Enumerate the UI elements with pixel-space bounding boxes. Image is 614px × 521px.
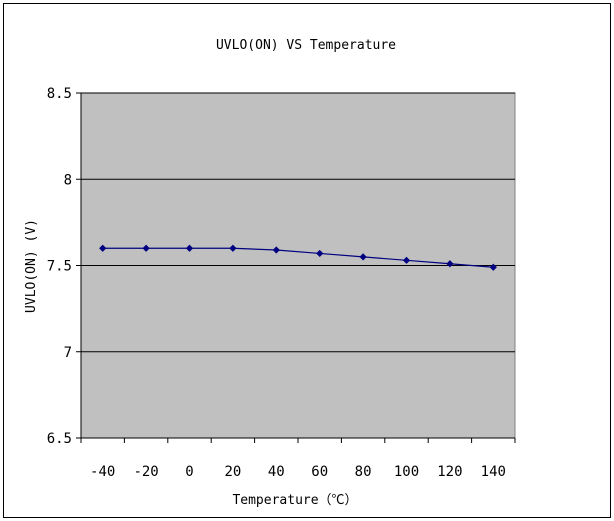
axes	[76, 92, 516, 443]
x-tick-labels: -40 -20 0 20 40 60 80 100 120 140	[90, 464, 506, 480]
x-tick-label: 100	[394, 464, 419, 480]
y-tick-label: 7	[64, 345, 72, 361]
data-point-diamond-icon	[99, 244, 107, 252]
chart-title: UVLO(ON) VS Temperature	[216, 38, 396, 53]
x-tick-label: -20	[133, 464, 158, 480]
x-tick-label: 80	[355, 464, 372, 480]
data-point-diamond-icon	[142, 244, 150, 252]
data-point-diamond-icon	[185, 244, 194, 252]
y-tick-label: 8.5	[47, 86, 72, 102]
y-axis-label: UVLO(ON) (V)	[24, 219, 39, 313]
data-point-diamond-icon	[316, 249, 324, 258]
data-series	[99, 244, 497, 271]
x-tick-label: 120	[437, 464, 462, 480]
y-tick-label: 7.5	[47, 259, 72, 275]
x-tick-label: 140	[481, 464, 506, 480]
gridlines	[81, 92, 515, 353]
y-tick-labels: 6.5 7 7.5 8 8.5	[47, 86, 72, 447]
data-point-diamond-icon	[272, 246, 280, 254]
data-point-diamond-icon	[446, 260, 454, 268]
x-tick-label: 40	[268, 464, 285, 480]
series-line	[102, 247, 494, 268]
x-tick-label: 0	[185, 464, 193, 480]
data-point-diamond-icon	[489, 263, 497, 271]
uvlo-temperature-chart: UVLO(ON) VS Temperature 6.577.588.5 -40-…	[24, 38, 516, 508]
x-tick-label: 20	[224, 464, 241, 480]
x-tick-label: 60	[311, 464, 328, 480]
x-tick-label: -40	[90, 464, 115, 480]
data-point-diamond-icon	[359, 253, 367, 261]
data-point-diamond-icon	[229, 244, 237, 252]
y-tick-label: 8	[64, 172, 72, 188]
y-tick-label: 6.5	[47, 431, 72, 447]
chart-frame: UVLO(ON) VS Temperature 6.5 7 7.5 8 8.5 -40-…	[3, 3, 611, 518]
x-axis-label: Temperature（℃）	[232, 493, 357, 508]
data-point-diamond-icon	[402, 256, 411, 264]
